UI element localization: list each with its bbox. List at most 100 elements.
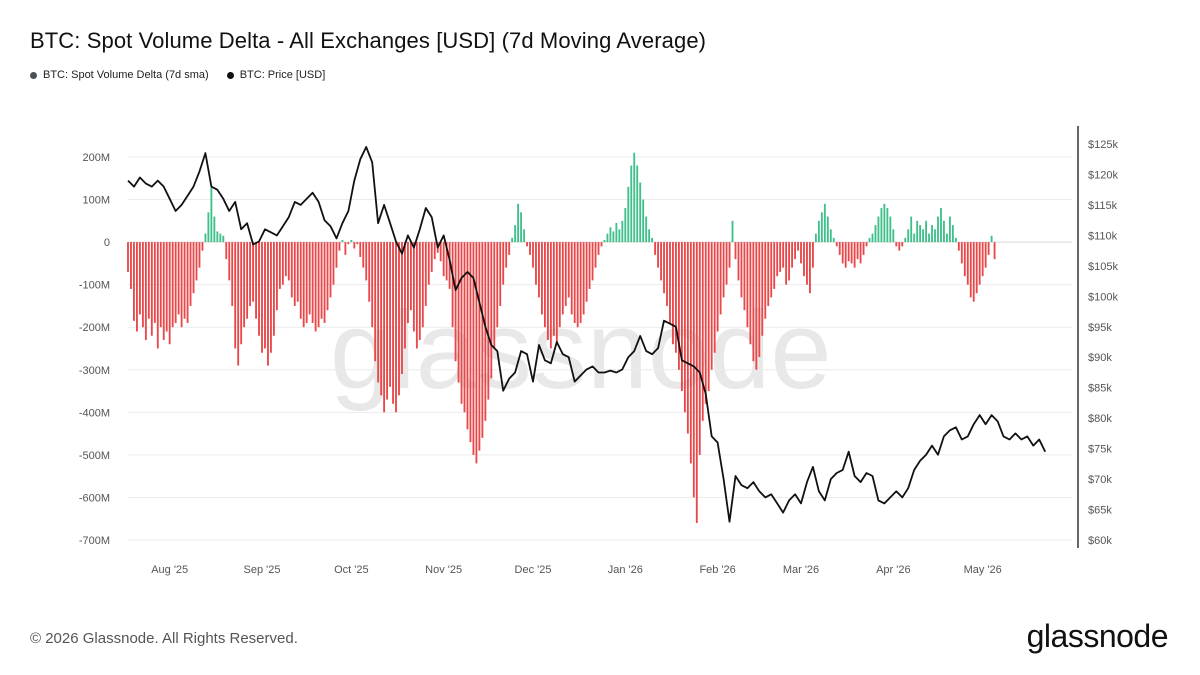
volume-delta-bar: [820, 212, 823, 243]
volume-delta-bar: [817, 220, 820, 243]
volume-delta-bar: [463, 242, 466, 413]
volume-delta-bar: [529, 242, 531, 255]
volume-delta-bar: [451, 242, 454, 328]
volume-delta-bar: [853, 242, 856, 268]
volume-delta-bar: [672, 242, 674, 345]
price-line-path: [127, 146, 1047, 523]
volume-delta-bar: [481, 242, 484, 438]
legend-item-price[interactable]: BTC: Price [USD]: [226, 69, 326, 81]
volume-delta-bar: [689, 242, 692, 464]
volume-delta-bar: [317, 242, 320, 328]
volume-delta-bar: [240, 242, 243, 345]
volume-delta-bar: [386, 242, 389, 400]
volume-delta-bar: [165, 242, 168, 332]
volume-delta-bar: [162, 242, 165, 340]
volume-delta-bar: [457, 242, 460, 383]
volume-delta-bar: [835, 242, 838, 247]
volume-delta-bar: [585, 242, 588, 302]
volume-delta-bar: [639, 182, 642, 243]
x-tick-label: Oct '25: [334, 564, 369, 576]
volume-delta-bar: [627, 186, 630, 243]
volume-delta-bar: [966, 242, 969, 285]
volume-delta-bar: [591, 242, 594, 281]
y-right-tick-label: $85k: [1088, 383, 1112, 395]
volume-delta-bar: [296, 242, 299, 302]
volume-delta-bar: [809, 242, 811, 294]
volume-delta-bar: [737, 242, 740, 281]
volume-delta-bar: [663, 242, 665, 294]
chart-legend: BTC: Spot Volume Delta (7d sma) BTC: Pri…: [30, 69, 325, 81]
volume-delta-bar: [764, 242, 767, 319]
y-right-tick-label: $95k: [1088, 322, 1112, 334]
volume-delta-bar: [579, 242, 582, 323]
volume-delta-bar: [302, 242, 305, 328]
legend-item-volume-delta[interactable]: BTC: Spot Volume Delta (7d sma): [30, 69, 209, 81]
volume-delta-bar: [210, 186, 213, 243]
volume-delta-bar: [716, 242, 719, 332]
legend-label: BTC: Price [USD]: [239, 69, 326, 81]
volume-delta-bar: [442, 242, 445, 277]
volume-delta-bar: [981, 242, 984, 277]
volume-delta-bar: [913, 233, 916, 243]
volume-delta-bar: [957, 242, 960, 251]
volume-delta-bar: [951, 225, 954, 243]
volume-delta-bar: [800, 242, 802, 264]
volume-delta-bar: [174, 242, 177, 323]
volume-delta-bar: [904, 237, 907, 243]
y-left-tick-label: 100M: [82, 195, 110, 207]
volume-delta-bar: [341, 239, 344, 243]
y-right-tick-label: $75k: [1088, 444, 1112, 456]
volume-delta-bar: [374, 242, 377, 362]
volume-delta-bar: [570, 242, 573, 315]
y-right-tick-label: $60k: [1088, 535, 1112, 547]
volume-delta-bar: [850, 242, 853, 264]
volume-delta-bar: [127, 242, 129, 272]
volume-delta-bar: [231, 242, 234, 306]
volume-delta-bar: [803, 242, 805, 277]
volume-delta-bar: [308, 242, 311, 315]
volume-delta-bar: [278, 242, 281, 289]
volume-delta-bar: [975, 242, 978, 294]
grid: [128, 156, 1072, 541]
volume-delta-bar: [299, 242, 302, 319]
volume-delta-bar: [654, 242, 657, 255]
volume-delta-bar: [186, 242, 189, 323]
volume-delta-bar: [779, 242, 782, 272]
volume-delta-bar: [728, 242, 731, 268]
y-right-tick-label: $80k: [1088, 413, 1112, 425]
volume-delta-bar: [582, 242, 585, 315]
volume-delta-bar: [252, 242, 254, 302]
volume-delta-bar: [675, 242, 677, 353]
volume-delta-bar: [880, 208, 883, 243]
volume-delta-bar: [526, 242, 528, 247]
volume-delta-bar: [499, 242, 502, 306]
copyright-text: © 2026 Glassnode. All Rights Reserved.: [30, 630, 298, 647]
volume-delta-bar: [865, 242, 868, 247]
volume-delta-bar: [725, 242, 728, 285]
volume-delta-bar: [546, 242, 549, 340]
y-right-tick-label: $115k: [1088, 200, 1118, 212]
volume-delta-bar: [770, 242, 773, 298]
chart-canvas[interactable]: glassnode 200M100M0-100M-200M-300M-400M-…: [0, 0, 1200, 610]
volume-delta-bar: [832, 237, 835, 243]
volume-delta-bar: [692, 242, 695, 498]
volume-delta-bar: [180, 242, 183, 328]
volume-delta-bar: [392, 242, 394, 404]
volume-delta-bar: [680, 242, 683, 392]
x-tick-label: Dec '25: [515, 564, 552, 576]
volume-delta-bar: [460, 242, 463, 404]
volume-delta-bar: [311, 242, 314, 323]
volume-delta-bar: [249, 242, 252, 306]
volume-delta-bar: [407, 242, 409, 323]
volume-delta-bar: [561, 242, 564, 315]
volume-delta-bar: [490, 242, 493, 379]
volume-delta-bar: [588, 242, 591, 289]
y-right-tick-label: $110k: [1088, 230, 1118, 242]
volume-delta-bar: [755, 242, 758, 370]
y-right-tick-label: $100k: [1088, 291, 1118, 303]
volume-delta-bar: [859, 242, 862, 264]
volume-delta-bar: [943, 220, 945, 243]
volume-delta-bar: [264, 242, 266, 349]
chart-title: BTC: Spot Volume Delta - All Exchanges […: [30, 28, 707, 53]
volume-delta-bar: [424, 242, 427, 306]
